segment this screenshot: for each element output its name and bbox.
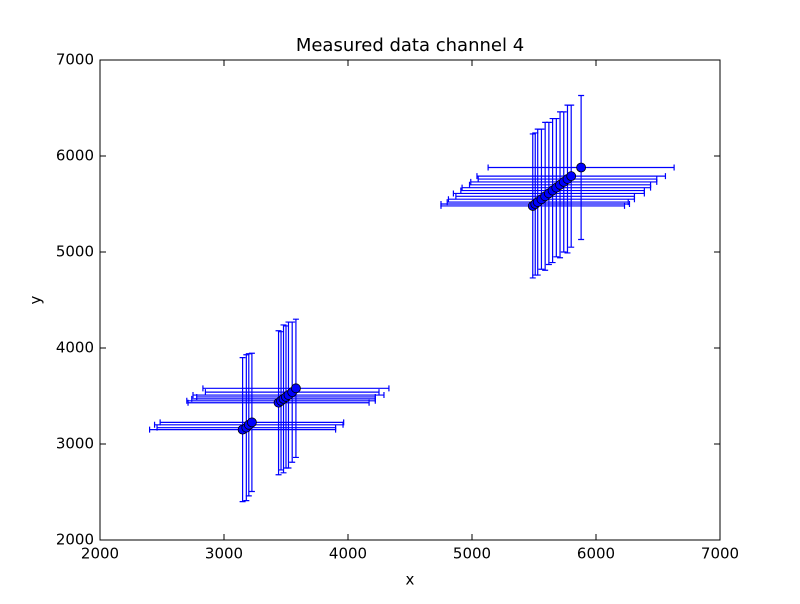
x-tick-label: 2000 [81, 545, 119, 563]
marker [246, 417, 257, 428]
plot-frame [99, 59, 721, 541]
x-tick-label: 3000 [205, 545, 243, 563]
y-tick-label: 2000 [56, 531, 94, 549]
y-axis-label: y [27, 295, 45, 304]
y-tick-label: 4000 [56, 339, 94, 357]
y-tick-label: 3000 [56, 435, 94, 453]
marker [576, 162, 587, 173]
y-tick-label: 6000 [56, 147, 94, 165]
x-axis-label: x [406, 571, 415, 589]
x-tick-label: 7000 [701, 545, 739, 563]
x-tick-label: 6000 [577, 545, 615, 563]
y-tick-label: 7000 [56, 51, 94, 69]
chart-title: Measured data channel 4 [296, 35, 524, 56]
y-tick-label: 5000 [56, 243, 94, 261]
marker [291, 383, 301, 394]
marker [566, 171, 577, 182]
x-tick-label: 4000 [329, 545, 367, 563]
x-tick-label: 5000 [453, 545, 491, 563]
